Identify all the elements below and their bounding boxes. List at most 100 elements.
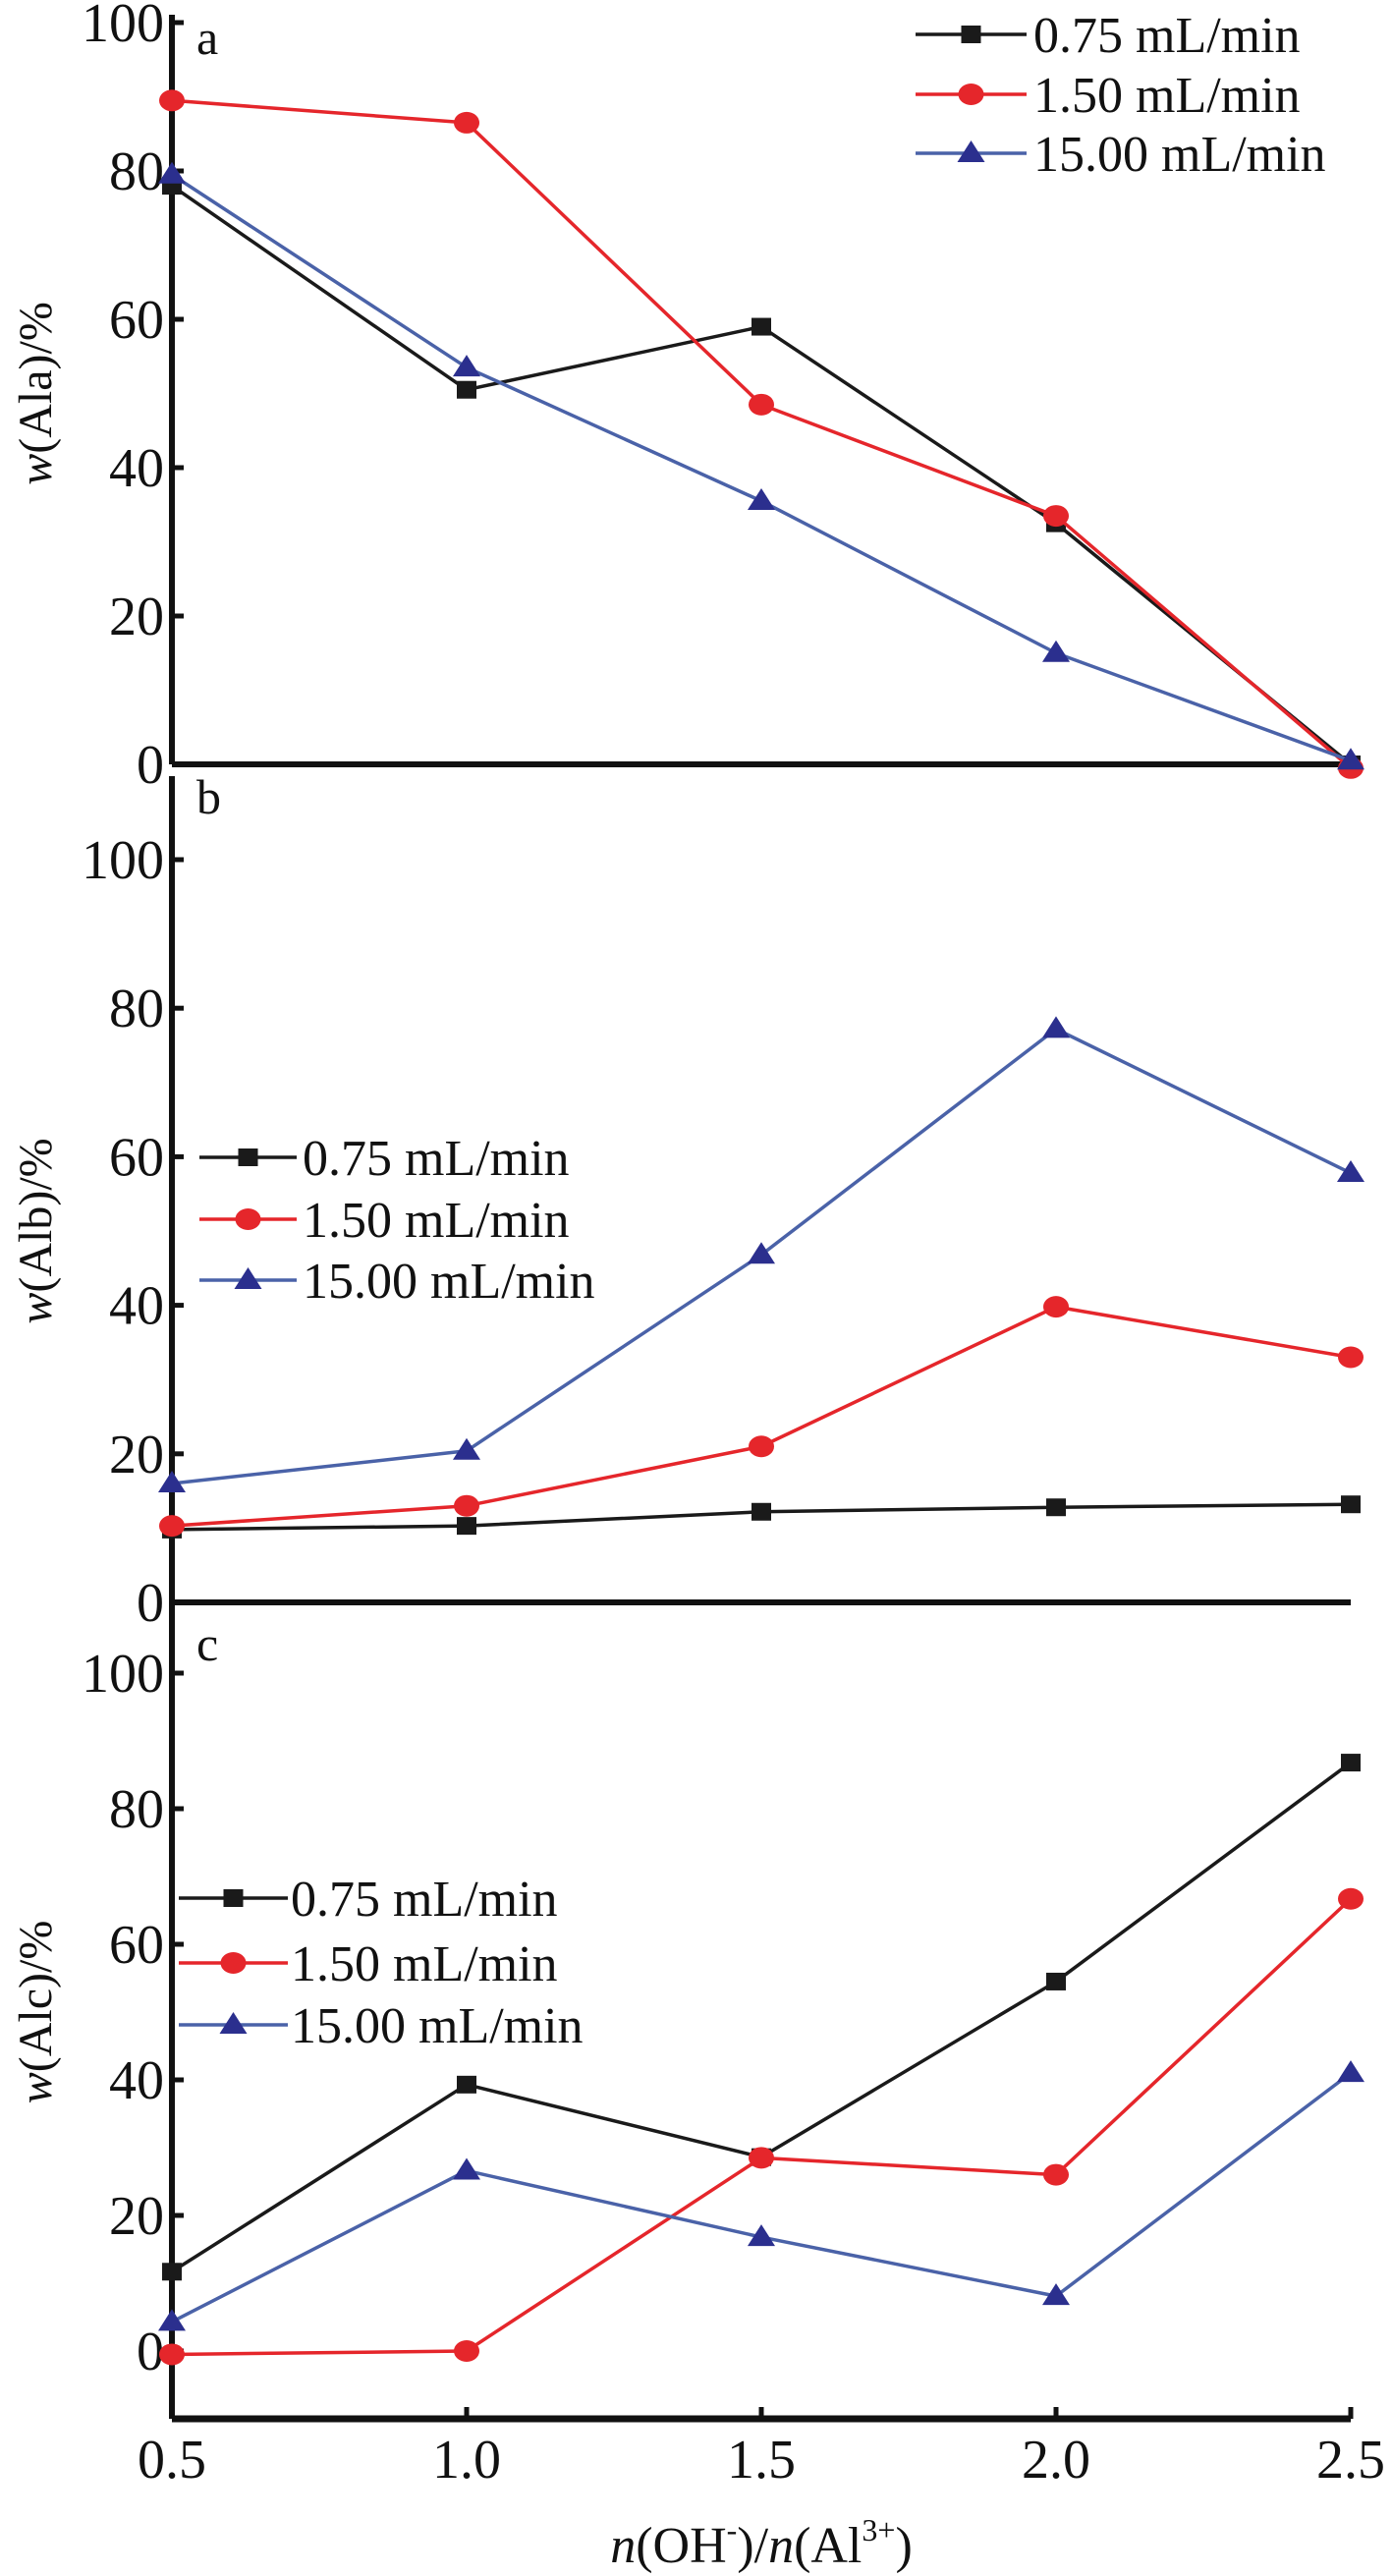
data-point: [159, 2343, 185, 2366]
data-point: [1338, 1346, 1364, 1369]
data-point: [1043, 1296, 1069, 1318]
data-point: [1338, 1887, 1364, 1910]
data-point: [752, 317, 771, 336]
y-tick-label: 40: [109, 1276, 164, 1337]
y-label-w: w: [10, 2072, 62, 2103]
legend-marker: [957, 140, 985, 162]
data-point: [454, 1494, 479, 1517]
data-point: [454, 111, 479, 134]
series-line-2: [171, 98, 1353, 770]
panel-b: 0 20 40 60 80 100 b w(Alb)/% 0.75 mL/min 1.50 mL/…: [10, 769, 1364, 1634]
y-label-w: w: [10, 1293, 62, 1324]
data-point: [159, 1515, 185, 1538]
series-line-1: [171, 184, 1353, 766]
data-point: [159, 89, 185, 112]
y-tick-label: 100: [82, 0, 164, 54]
x-axis-label: n(OH-)/n(Al3+): [610, 2512, 913, 2574]
data-point: [1337, 748, 1364, 770]
legend-marker: [238, 1148, 258, 1166]
y-tick-label: 40: [109, 438, 164, 499]
y-tick-label: 80: [109, 1779, 164, 1840]
y-tick-label: 100: [82, 830, 164, 891]
data-point: [1046, 1972, 1066, 1990]
y-axis-label-b: w(Alb)/%: [10, 1138, 62, 1323]
legend-label: 1.50 mL/min: [1033, 68, 1301, 124]
data-point: [752, 1502, 771, 1521]
y-tick-label: 100: [82, 1644, 164, 1705]
data-point: [457, 2075, 476, 2094]
y-tick-label: 20: [109, 587, 164, 647]
data-point: [748, 2224, 775, 2247]
y-tick-label: 60: [109, 290, 164, 351]
legend-label: 15.00 mL/min: [303, 1254, 595, 1310]
data-point: [749, 393, 774, 416]
y-tick-label: 0: [137, 1573, 164, 1634]
legend-label: 0.75 mL/min: [303, 1131, 570, 1187]
legend-label: 1.50 mL/min: [303, 1193, 570, 1249]
series-line-2: [171, 1305, 1352, 1528]
y-tick-label: 20: [109, 2186, 164, 2247]
y-tick-label: 60: [109, 1127, 164, 1188]
data-point: [1337, 2060, 1364, 2083]
series-line-3: [171, 173, 1352, 762]
data-point: [453, 355, 480, 377]
data-point: [453, 1437, 480, 1460]
data-point: [1042, 640, 1070, 662]
legend-label: 15.00 mL/min: [291, 1998, 584, 2054]
legend-marker: [220, 1952, 247, 1974]
data-point: [1042, 1016, 1070, 1038]
y-label-rest: (Alb)/%: [10, 1138, 62, 1292]
y-tick-label: 80: [109, 141, 164, 202]
data-point: [1341, 1495, 1361, 1514]
x-tick-label: 0.5: [138, 2430, 206, 2491]
y-axis-label-c: w(Alc)/%: [10, 1921, 62, 2104]
legend-c: 0.75 mL/min 1.50 mL/min 15.00 mL/min: [179, 1872, 584, 2054]
y-label-w: w: [10, 454, 62, 485]
x-axis: 0.5 1.0 1.5 2.0 2.5: [138, 2407, 1385, 2491]
data-point: [1043, 2163, 1069, 2186]
legend-label: 1.50 mL/min: [291, 1936, 558, 1992]
y-label-rest: (Ala)/%: [10, 302, 62, 454]
data-point: [749, 2147, 774, 2169]
y-label-rest: (Alc)/%: [10, 1921, 62, 2073]
x-tick-label: 1.0: [432, 2430, 501, 2491]
legend-marker: [961, 26, 981, 43]
x-tick-label: 1.5: [727, 2430, 796, 2491]
panel-letter-c: c: [196, 1616, 218, 1671]
legend-marker: [219, 2012, 248, 2034]
x-tick-label: 2.0: [1022, 2430, 1090, 2491]
data-point: [453, 2157, 480, 2180]
legend-label: 0.75 mL/min: [1033, 8, 1301, 64]
series-line-3: [171, 2071, 1353, 2324]
data-point: [748, 487, 775, 510]
panel-letter-a: a: [196, 10, 218, 65]
y-tick-label: 20: [109, 1425, 164, 1485]
data-point: [1337, 1160, 1364, 1183]
y-axis-label-a: w(Ala)/%: [10, 302, 62, 485]
data-point: [158, 1471, 186, 1493]
y-tick-label: 80: [109, 979, 164, 1039]
legend-marker: [235, 1208, 261, 1230]
data-point: [1341, 1754, 1361, 1772]
data-point: [454, 2340, 479, 2362]
data-point: [1042, 2283, 1070, 2306]
data-point: [457, 380, 476, 399]
y-tick-label: 0: [137, 735, 164, 796]
legend-marker: [223, 1889, 244, 1907]
panel-letter-b: b: [196, 769, 221, 824]
legend-label: 15.00 mL/min: [1033, 127, 1326, 183]
data-point: [1043, 505, 1069, 528]
legend-label: 0.75 mL/min: [291, 1872, 558, 1928]
data-point: [457, 1517, 476, 1536]
y-tick-label: 40: [109, 2050, 164, 2111]
data-point: [1046, 1498, 1066, 1517]
legend-marker: [958, 84, 984, 105]
data-point: [162, 2263, 182, 2281]
x-tick-label: 2.5: [1316, 2430, 1385, 2491]
data-point: [158, 161, 186, 184]
